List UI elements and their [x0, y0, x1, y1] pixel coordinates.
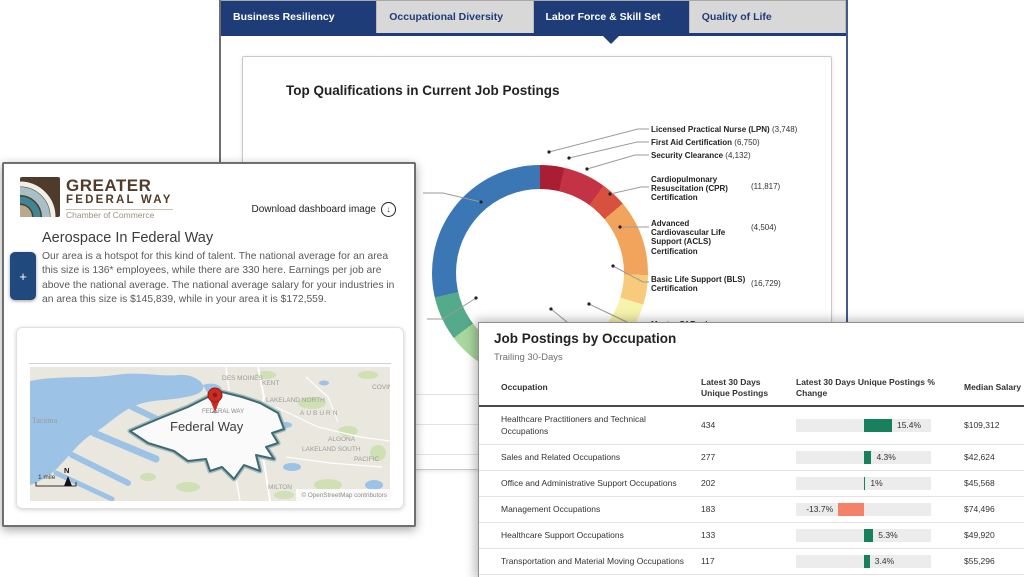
- map-label-auburn: AUBURN: [300, 410, 339, 417]
- change-label: 5.3%: [878, 530, 898, 540]
- occupation-cell: Healthcare Practitioners and Technical O…: [501, 414, 646, 436]
- change-bar: 5.3%: [796, 529, 931, 542]
- download-dashboard-link[interactable]: Download dashboard image ↓: [251, 202, 396, 217]
- logo-line3: Chamber of Commerce: [66, 208, 173, 220]
- aerospace-heading: Aerospace In Federal Way: [42, 230, 214, 246]
- tab-quality-of-life[interactable]: Quality of Life: [688, 1, 846, 33]
- change-bar: 3.4%: [796, 555, 931, 568]
- col-change: Latest 30 Days Unique Postings % Change: [796, 376, 935, 398]
- job-postings-subtitle: Trailing 30-Days: [494, 352, 563, 363]
- map-label-covington: COVING: [372, 384, 390, 391]
- table-row: Transportation and Material Moving Occup…: [479, 549, 1024, 575]
- donut-label-lpn: Licensed Practical Nurse (LPN) (3,748): [651, 125, 798, 134]
- donut-value-bls: (16,729): [751, 279, 781, 288]
- job-postings-title: Job Postings by Occupation: [494, 331, 677, 346]
- occupation-cell: Sales and Related Occupations: [501, 451, 621, 462]
- expand-handle-button[interactable]: +: [10, 252, 36, 300]
- donut-label-bls: Basic Life Support (BLS) Certification: [651, 275, 746, 294]
- map-compass-arrow-icon: [64, 476, 72, 486]
- change-label: -13.7%: [806, 504, 834, 514]
- donut-label-security-clearance: Security Clearance (4,132): [651, 151, 751, 160]
- qualifications-title: Top Qualifications in Current Job Postin…: [286, 83, 560, 98]
- active-tab-pointer: [602, 35, 620, 44]
- table-row: Office and Administrative Support Occupa…: [479, 471, 1024, 497]
- postings-cell: 434: [701, 419, 716, 430]
- federal-way-map[interactable]: DES MOINES KENT LAKELAND NORTH AUBURN CO…: [30, 367, 390, 501]
- map-label-federal-way-region: FEDERAL WAY: [202, 409, 244, 415]
- map-card: DES MOINES KENT LAKELAND NORTH AUBURN CO…: [16, 327, 404, 509]
- salary-cell: $42,624: [964, 451, 995, 462]
- table-row: Healthcare Support Occupations 133 5.3% …: [479, 523, 1024, 549]
- map-label-pacific: PACIFIC: [354, 456, 379, 463]
- col-occupation: Occupation: [501, 382, 548, 393]
- map-label-des-moines: DES MOINES: [222, 375, 263, 382]
- col-postings: Latest 30 Days Unique Postings: [701, 376, 769, 398]
- postings-cell: 133: [701, 529, 716, 540]
- logo-line2: FEDERAL WAY: [66, 194, 173, 206]
- salary-cell: $49,920: [964, 529, 995, 540]
- donut-value-cpr: (11,817): [751, 182, 781, 191]
- change-bar: 4.3%: [796, 451, 931, 464]
- download-label: Download dashboard image: [251, 204, 376, 215]
- aerospace-card: GREATER FEDERAL WAY Chamber of Commerce …: [2, 162, 416, 527]
- tab-business-resiliency[interactable]: Business Resiliency: [221, 1, 377, 33]
- salary-cell: $109,312: [964, 419, 1000, 430]
- table-row: Management Occupations 183 -13.7% $74,49…: [479, 497, 1024, 523]
- chamber-logo-mark: [20, 177, 60, 217]
- map-label-kent: KENT: [262, 380, 279, 387]
- postings-cell: 117: [701, 555, 715, 566]
- change-label: 4.3%: [876, 452, 896, 462]
- occupation-cell: Management Occupations: [501, 503, 601, 514]
- change-label: 15.4%: [896, 420, 922, 430]
- aerospace-body-text: Our area is a hotspot for this kind of t…: [42, 251, 395, 306]
- occupation-cell: Transportation and Material Moving Occup…: [501, 555, 684, 566]
- table-header-row: Occupation Latest 30 Days Unique Posting…: [479, 371, 1024, 407]
- map-label-lakeland-south: LAKELAND SOUTH: [302, 446, 361, 453]
- tab-occupational-diversity[interactable]: Occupational Diversity: [376, 1, 534, 33]
- map-label-algona: ALGONA: [328, 436, 356, 443]
- map-scale-bar: [35, 482, 77, 487]
- job-postings-table: Occupation Latest 30 Days Unique Posting…: [479, 371, 1024, 575]
- occupation-cell: Healthcare Support Occupations: [501, 529, 624, 540]
- col-median-salary: Median Salary: [964, 382, 1022, 393]
- tab-labor-force-skill-set[interactable]: Labor Force & Skill Set: [533, 1, 689, 33]
- download-icon: ↓: [381, 202, 396, 217]
- map-label-lakeland-north: LAKELAND NORTH: [266, 397, 325, 404]
- donut-value-acls: (4,504): [751, 223, 777, 232]
- change-bar: 1%: [796, 477, 931, 490]
- map-compass-label: N: [64, 466, 69, 475]
- occupation-cell: Office and Administrative Support Occupa…: [501, 477, 677, 488]
- map-attribution: © OpenStreetMap contributors: [302, 491, 388, 499]
- map-scale-label: 1 mile: [38, 474, 56, 481]
- change-bar: -13.7%: [796, 503, 931, 516]
- table-row: Healthcare Practitioners and Technical O…: [479, 407, 1024, 445]
- postings-cell: 277: [701, 451, 716, 462]
- map-label-tacoma: Tacoma: [32, 416, 58, 425]
- postings-cell: 202: [701, 477, 716, 488]
- chamber-logo: GREATER FEDERAL WAY Chamber of Commerce: [20, 177, 173, 219]
- salary-cell: $45,568: [964, 477, 995, 488]
- map-label-milton: MILTON: [268, 484, 292, 491]
- map-card-divider: [29, 363, 391, 364]
- postings-cell: 183: [701, 503, 716, 514]
- change-label: 1%: [870, 478, 883, 488]
- job-postings-card: Job Postings by Occupation Trailing 30-D…: [478, 322, 1024, 577]
- donut-label-first-aid: First Aid Certification (6,750): [651, 138, 760, 147]
- salary-cell: $55,296: [964, 555, 995, 566]
- table-row: Sales and Related Occupations 277 4.3% $…: [479, 445, 1024, 471]
- change-label: 3.4%: [874, 556, 895, 566]
- map-pin: [207, 387, 223, 414]
- change-bar: 15.4%: [796, 419, 931, 432]
- map-label-federal-way-city: Federal Way: [170, 419, 244, 434]
- salary-cell: $74,496: [964, 503, 995, 514]
- donut-label-acls: Advanced Cardiovascular Life Support (AC…: [651, 219, 726, 256]
- logo-line1: GREATER: [66, 176, 152, 195]
- tab-bar: Business Resiliency Occupational Diversi…: [221, 0, 846, 36]
- donut-label-cpr: Cardiopulmonary Resuscitation (CPR) Cert…: [651, 175, 728, 203]
